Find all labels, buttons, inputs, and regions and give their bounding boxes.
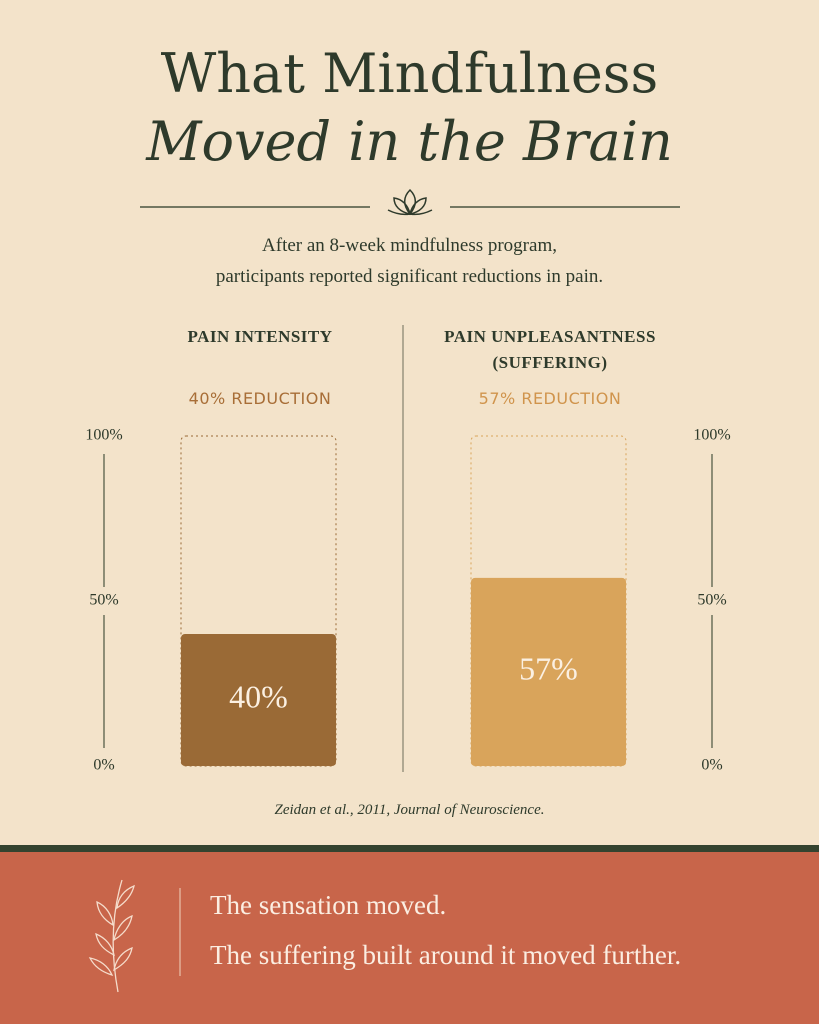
value-label: 40%	[229, 678, 288, 714]
chart-subtitle: 40% REDUCTION	[188, 389, 332, 408]
chart-title: PAIN INTENSITY	[187, 327, 333, 346]
footer-band	[0, 845, 819, 1024]
lotus-icon	[387, 188, 433, 216]
tick-gap	[687, 587, 737, 615]
y-tick-label: 0%	[93, 757, 114, 774]
title-italic: Moved in the Brain	[146, 110, 673, 173]
footer-stripe	[0, 845, 819, 852]
subtitle: After an 8-week mindfulness program,	[262, 235, 557, 256]
footer-line: The sensation moved.	[210, 890, 447, 920]
y-tick-label: 0%	[701, 757, 722, 774]
y-tick-label: 100%	[85, 427, 122, 444]
tick-gap	[79, 587, 129, 615]
chart-subtitle: 57% REDUCTION	[478, 389, 622, 408]
bar	[471, 577, 626, 766]
bar	[181, 634, 336, 766]
y-tick-label: 100%	[693, 427, 730, 444]
citation: Zeidan et al., 2011, Journal of Neurosci…	[274, 802, 545, 818]
footer-line: The suffering built around it moved furt…	[210, 940, 682, 970]
y-tick-label: 50%	[89, 592, 118, 609]
tick-gap	[687, 422, 737, 450]
subtitle: participants reported significant reduct…	[215, 266, 604, 287]
y-tick-label: 50%	[697, 592, 726, 609]
chart-title: PAIN UNPLEASANTNESS (SUFFERING)	[444, 327, 656, 372]
leaf-icon	[88, 879, 135, 993]
value-label: 57%	[519, 650, 578, 686]
tick-gap	[79, 752, 129, 780]
tick-gap	[79, 422, 129, 450]
title: What Mindfulness	[160, 42, 659, 105]
tick-gap	[687, 752, 737, 780]
